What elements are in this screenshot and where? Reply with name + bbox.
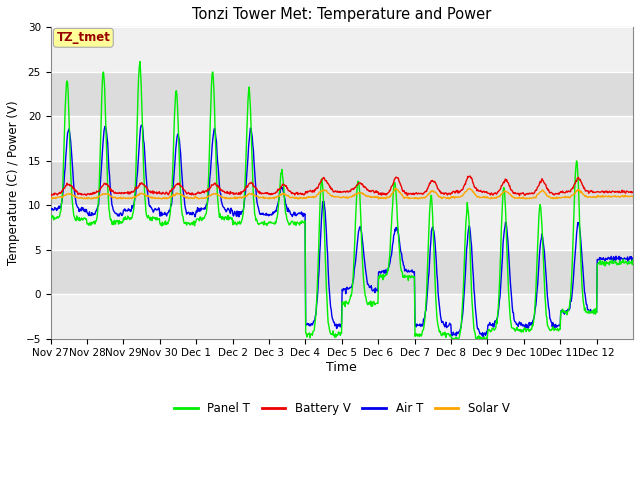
Air T [138,122,145,128]
Air T [156,206,163,212]
Battery V [467,173,474,179]
Battery V [47,191,54,196]
Solar V [629,194,637,200]
Solar V [390,188,398,193]
Line: Panel T: Panel T [51,61,633,339]
Panel T [629,262,637,268]
Air T [75,205,83,211]
Battery V [76,190,83,196]
Air T [601,258,609,264]
Line: Solar V: Solar V [51,188,633,199]
Battery V [629,189,637,195]
Panel T [75,217,83,223]
Air T [47,207,54,213]
Panel T [136,59,144,64]
Panel T [390,180,398,186]
Solar V [47,195,54,201]
Bar [51,116,633,161]
X-axis label: Time: Time [326,361,357,374]
Panel T [447,336,455,342]
Solar V [391,185,399,191]
Panel T [289,219,297,225]
Battery V [601,189,609,194]
Battery V [156,189,163,194]
Text: TZ_tmet: TZ_tmet [56,31,110,44]
Battery V [47,193,55,199]
Battery V [289,191,297,196]
Solar V [601,193,609,199]
Solar V [76,195,83,201]
Air T [289,212,297,218]
Air T [611,256,618,262]
Bar [51,294,633,339]
Air T [629,255,637,261]
Bar [51,72,633,116]
Title: Tonzi Tower Met: Temperature and Power: Tonzi Tower Met: Temperature and Power [192,7,492,22]
Battery V [390,177,398,182]
Bar [51,250,633,294]
Panel T [601,263,609,269]
Line: Battery V: Battery V [51,176,633,196]
Solar V [156,195,163,201]
Bar [51,161,633,205]
Legend: Panel T, Battery V, Air T, Solar V: Panel T, Battery V, Air T, Solar V [170,397,515,420]
Bar [51,205,633,250]
Panel T [611,260,618,265]
Solar V [611,193,618,199]
Line: Air T: Air T [51,125,633,336]
Air T [390,231,398,237]
Bar [51,27,633,72]
Y-axis label: Temperature (C) / Power (V): Temperature (C) / Power (V) [7,101,20,265]
Panel T [156,216,163,221]
Panel T [47,213,54,219]
Solar V [289,194,297,200]
Air T [479,334,487,339]
Solar V [47,196,55,202]
Battery V [611,189,618,195]
